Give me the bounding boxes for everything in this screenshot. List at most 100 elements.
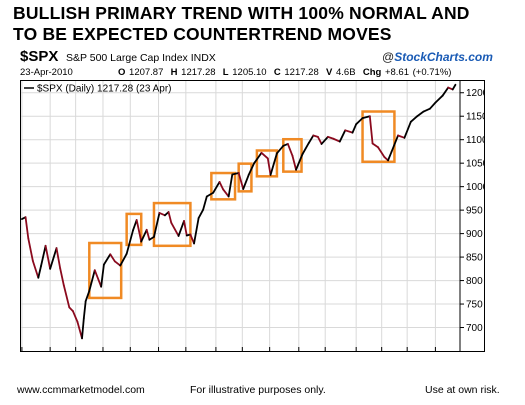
price-chart: 70075080085090095010001050110011501200 2… <box>20 80 489 366</box>
price-segment <box>135 219 143 243</box>
price-segment <box>253 151 263 165</box>
price-segment <box>40 244 47 267</box>
price-segment <box>183 220 188 237</box>
price-segment <box>429 101 437 110</box>
y-tick-label: 1100 <box>466 135 485 146</box>
price-segment <box>205 191 215 198</box>
footer-disclaimer: For illustrative purposes only. <box>190 384 326 396</box>
change-label: Chg <box>362 67 382 78</box>
brand-name: StockCharts.com <box>394 50 493 64</box>
price-segment <box>361 115 371 119</box>
price-segment <box>409 115 419 123</box>
y-tick-label: 850 <box>466 253 483 264</box>
price-segment <box>441 86 450 97</box>
price-segment <box>212 181 221 194</box>
price-segment <box>197 208 205 220</box>
legend-label: $SPX (Daily) 1217.28 (23 Apr) <box>37 84 172 95</box>
high-value: 1217.28 <box>181 67 216 78</box>
price-segment <box>55 247 62 270</box>
price-segment <box>286 143 294 157</box>
price-segment <box>72 310 79 323</box>
price-segment <box>170 221 180 237</box>
price-segment <box>327 135 335 140</box>
price-segment <box>344 129 354 134</box>
price-segment <box>100 263 105 288</box>
price-segment <box>338 129 347 143</box>
open-label: O <box>118 67 126 78</box>
price-segment <box>31 259 40 279</box>
price-segment <box>202 195 208 211</box>
price-segment <box>84 289 91 303</box>
price-segment <box>113 260 122 267</box>
price-segment <box>416 110 425 118</box>
price-segment <box>260 151 269 160</box>
highlight-box <box>152 201 192 248</box>
price-segment <box>177 220 185 237</box>
price-segment <box>301 142 310 156</box>
y-tick-label: 1200 <box>466 88 485 99</box>
price-segment <box>242 174 250 190</box>
y-tick-label: 750 <box>466 300 483 311</box>
price-segment <box>193 217 200 245</box>
price-segment <box>93 269 103 288</box>
grid <box>21 81 460 351</box>
legend: $SPX (Daily) 1217.28 (23 Apr) <box>24 84 172 95</box>
low-value: 1205.10 <box>232 67 267 78</box>
price-segment <box>332 137 341 143</box>
price-segment <box>145 228 151 241</box>
headline-line-1: BULLISH PRIMARY TREND WITH 100% NORMAL A… <box>13 3 470 23</box>
close-value: 1217.28 <box>284 67 319 78</box>
price-segment <box>351 123 358 134</box>
headline-line-2: TO BE EXPECTED COUNTERTREND MOVES <box>13 24 392 44</box>
price-segment <box>109 253 116 263</box>
quote-line: O 1207.87 H 1217.28 L 1205.10 C 1217.28 … <box>118 67 451 78</box>
close-label: C <box>273 67 281 78</box>
high-label: H <box>170 67 178 78</box>
price-segment <box>266 157 272 176</box>
price-segment <box>247 162 256 176</box>
highlight-box <box>125 212 143 247</box>
price-segment <box>397 134 406 139</box>
highlight-box <box>361 110 396 164</box>
low-label: L <box>222 67 229 78</box>
y-tick-label: 800 <box>466 276 483 287</box>
symbol-name: S&P 500 Large Cap Index INDX <box>66 52 216 64</box>
volume-label: V <box>326 67 333 78</box>
highlight-box <box>210 171 237 201</box>
price-segment <box>377 146 386 158</box>
y-tick-label: 950 <box>466 206 483 217</box>
price-segment <box>222 188 230 198</box>
chart-svg: 70075080085090095010001050110011501200 2… <box>20 80 489 366</box>
price-segment <box>158 212 166 217</box>
price-segment <box>276 144 285 155</box>
headline: BULLISH PRIMARY TREND WITH 100% NORMAL A… <box>13 3 513 45</box>
price-segment <box>368 115 374 145</box>
quote-date: 23-Apr-2010 <box>20 67 73 78</box>
price-segment <box>231 172 240 176</box>
price-segment <box>269 152 278 176</box>
brand-logo: @StockCharts.com <box>382 50 493 64</box>
price-segment <box>237 172 245 190</box>
price-segment <box>76 320 83 340</box>
price-segment <box>218 181 225 191</box>
price-segment <box>88 269 96 292</box>
price-segment <box>119 252 128 267</box>
y-tick-label: 1000 <box>466 182 485 193</box>
volume-value: 4.6B <box>336 67 356 78</box>
price-segment <box>422 107 431 113</box>
symbol: $SPX <box>20 48 59 65</box>
price-segment <box>291 154 297 171</box>
y-tick-label: 1150 <box>466 112 485 123</box>
price-segment <box>44 244 52 270</box>
y-tick-label: 1050 <box>466 159 485 170</box>
chart-border <box>20 80 485 352</box>
highlight-box <box>88 241 123 300</box>
price-segment <box>62 284 71 309</box>
price-segment <box>140 228 148 243</box>
price-segment <box>403 120 412 139</box>
y-axis: 700 750 800 850 900 950 1000 1050 1100 1150 1200 <box>459 81 489 351</box>
footer-website: www.ccmmarketmodel.com <box>17 384 145 396</box>
footer-risk: Use at own risk. <box>425 384 500 396</box>
price-segment <box>295 153 304 171</box>
price-segment <box>59 267 65 287</box>
